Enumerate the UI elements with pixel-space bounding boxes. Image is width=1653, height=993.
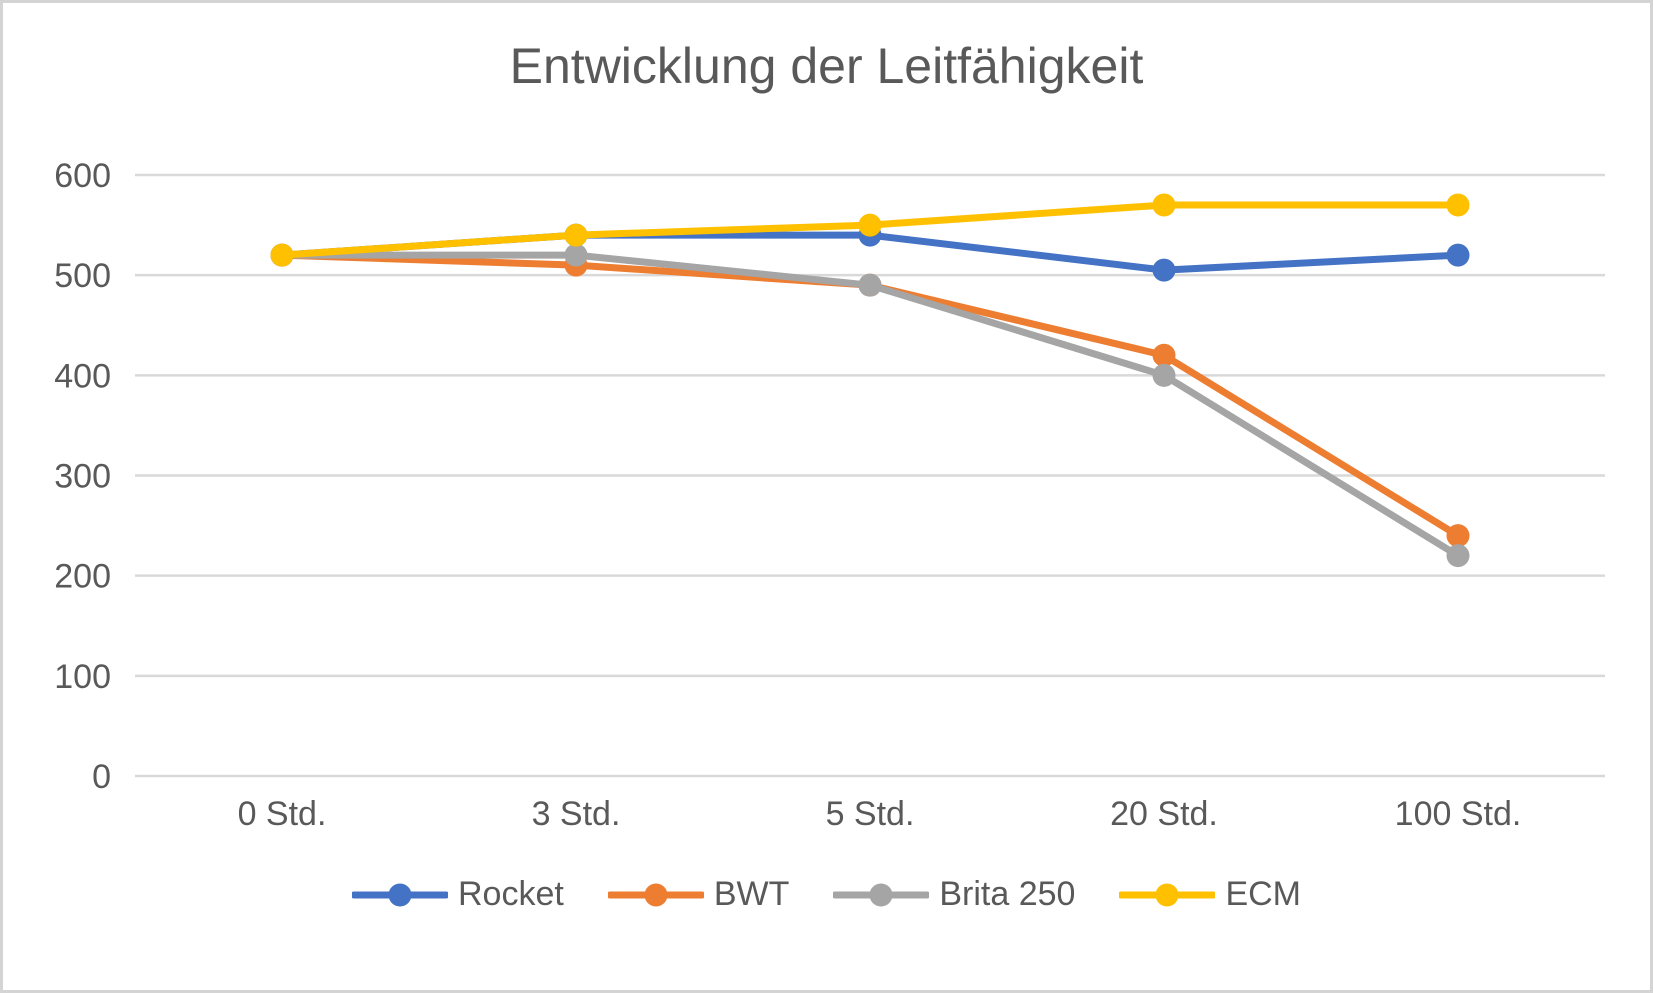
x-axis-labels: 0 Std. 3 Std. 5 Std. 20 Std. 100 Std.: [238, 795, 1522, 833]
x-tick-label-0-std-: 0 Std.: [238, 795, 327, 833]
series-marker-bwt-4: [1446, 524, 1470, 548]
series-marker-brita-250-2: [858, 273, 882, 297]
legend-label-ecm: ECM: [1225, 875, 1302, 913]
series-marker-rocket-4: [1446, 243, 1470, 267]
series-marker-bwt-3: [1152, 343, 1176, 367]
legend-item-ecm: ECM: [1119, 875, 1301, 914]
series-marker-rocket-3: [1152, 258, 1176, 282]
x-tick-label-3-std-: 3 Std.: [532, 795, 621, 833]
series-marker-ecm-3: [1152, 193, 1176, 217]
x-tick-label-5-std-: 5 Std.: [826, 795, 915, 833]
y-tick-label-400: 400: [54, 357, 111, 395]
chart-title: Entwicklung der Leitfähigkeit: [509, 38, 1144, 94]
series-line-brita-250: [278, 251, 1462, 560]
legend-marker-rocket-icon: [351, 883, 448, 906]
series-marker-brita-250-1: [564, 243, 588, 267]
y-tick-label-300: 300: [54, 458, 111, 496]
y-tick-label-100: 100: [54, 658, 111, 696]
series-marker-ecm-2: [858, 213, 882, 237]
series-marker-ecm-1: [564, 223, 588, 247]
legend-item-bwt: BWT: [607, 875, 790, 914]
series-line-bwt: [278, 251, 1462, 540]
series-marker-ecm-0: [270, 243, 294, 267]
line-chart: 0 100 200 300 400 500 600 0 Std. 3 Std. 5 Std. 20 …: [54, 157, 1605, 833]
chart-legend: Rocket BWT Brita 250 ECM: [3, 875, 1650, 914]
legend-marker-bwt-icon: [607, 883, 704, 906]
legend-marker-brita-250-icon: [833, 883, 930, 906]
legend-item-rocket: Rocket: [351, 875, 564, 914]
series-marker-brita-250-3: [1152, 363, 1176, 387]
legend-label-rocket: Rocket: [457, 875, 564, 913]
legend-marker-ecm-icon: [1119, 883, 1216, 906]
series-marker-ecm-4: [1446, 193, 1470, 217]
y-tick-label-0: 0: [92, 758, 111, 796]
legend-item-brita-250: Brita 250: [833, 875, 1075, 914]
legend-label-brita-250: Brita 250: [939, 875, 1076, 913]
series-ecm: [270, 193, 1470, 267]
y-axis-labels: 0 100 200 300 400 500 600: [54, 157, 111, 796]
legend-label-bwt: BWT: [713, 875, 790, 913]
x-tick-label-100-std-: 100 Std.: [1395, 795, 1522, 833]
y-tick-label-600: 600: [54, 157, 111, 195]
y-tick-label-500: 500: [54, 257, 111, 295]
x-tick-label-20-std-: 20 Std.: [1110, 795, 1218, 833]
series-marker-brita-250-4: [1446, 544, 1470, 568]
series-brita-250: [270, 243, 1470, 568]
gridlines: [135, 173, 1605, 778]
y-tick-label-200: 200: [54, 558, 111, 596]
